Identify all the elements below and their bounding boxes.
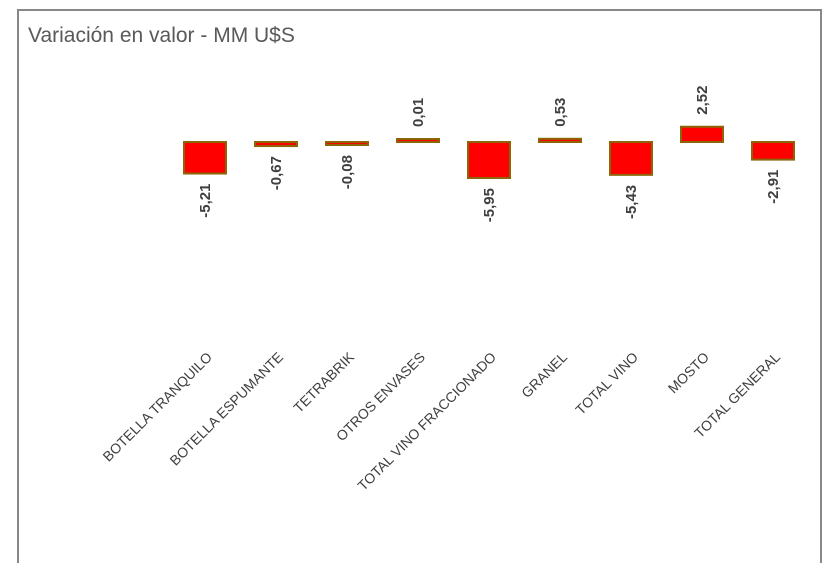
bar xyxy=(254,141,298,148)
bar xyxy=(751,141,795,161)
value-label: 2,52 xyxy=(694,86,711,115)
bar xyxy=(538,137,582,143)
value-label: 0,53 xyxy=(552,98,569,127)
value-label: -5,21 xyxy=(197,184,214,218)
value-label: -5,43 xyxy=(623,185,640,219)
chart-title: Variación en valor - MM U$S xyxy=(28,24,295,47)
value-label: 0,01 xyxy=(410,98,427,127)
value-label: -0,67 xyxy=(268,156,285,190)
bar xyxy=(680,125,724,143)
bar xyxy=(467,141,511,179)
bar xyxy=(183,141,227,175)
value-label: -0,08 xyxy=(339,155,356,189)
bar xyxy=(396,138,440,143)
bar xyxy=(325,141,369,146)
value-label: -2,91 xyxy=(765,170,782,204)
value-label: -5,95 xyxy=(481,188,498,222)
chart-frame xyxy=(17,9,822,563)
bar xyxy=(609,141,653,176)
